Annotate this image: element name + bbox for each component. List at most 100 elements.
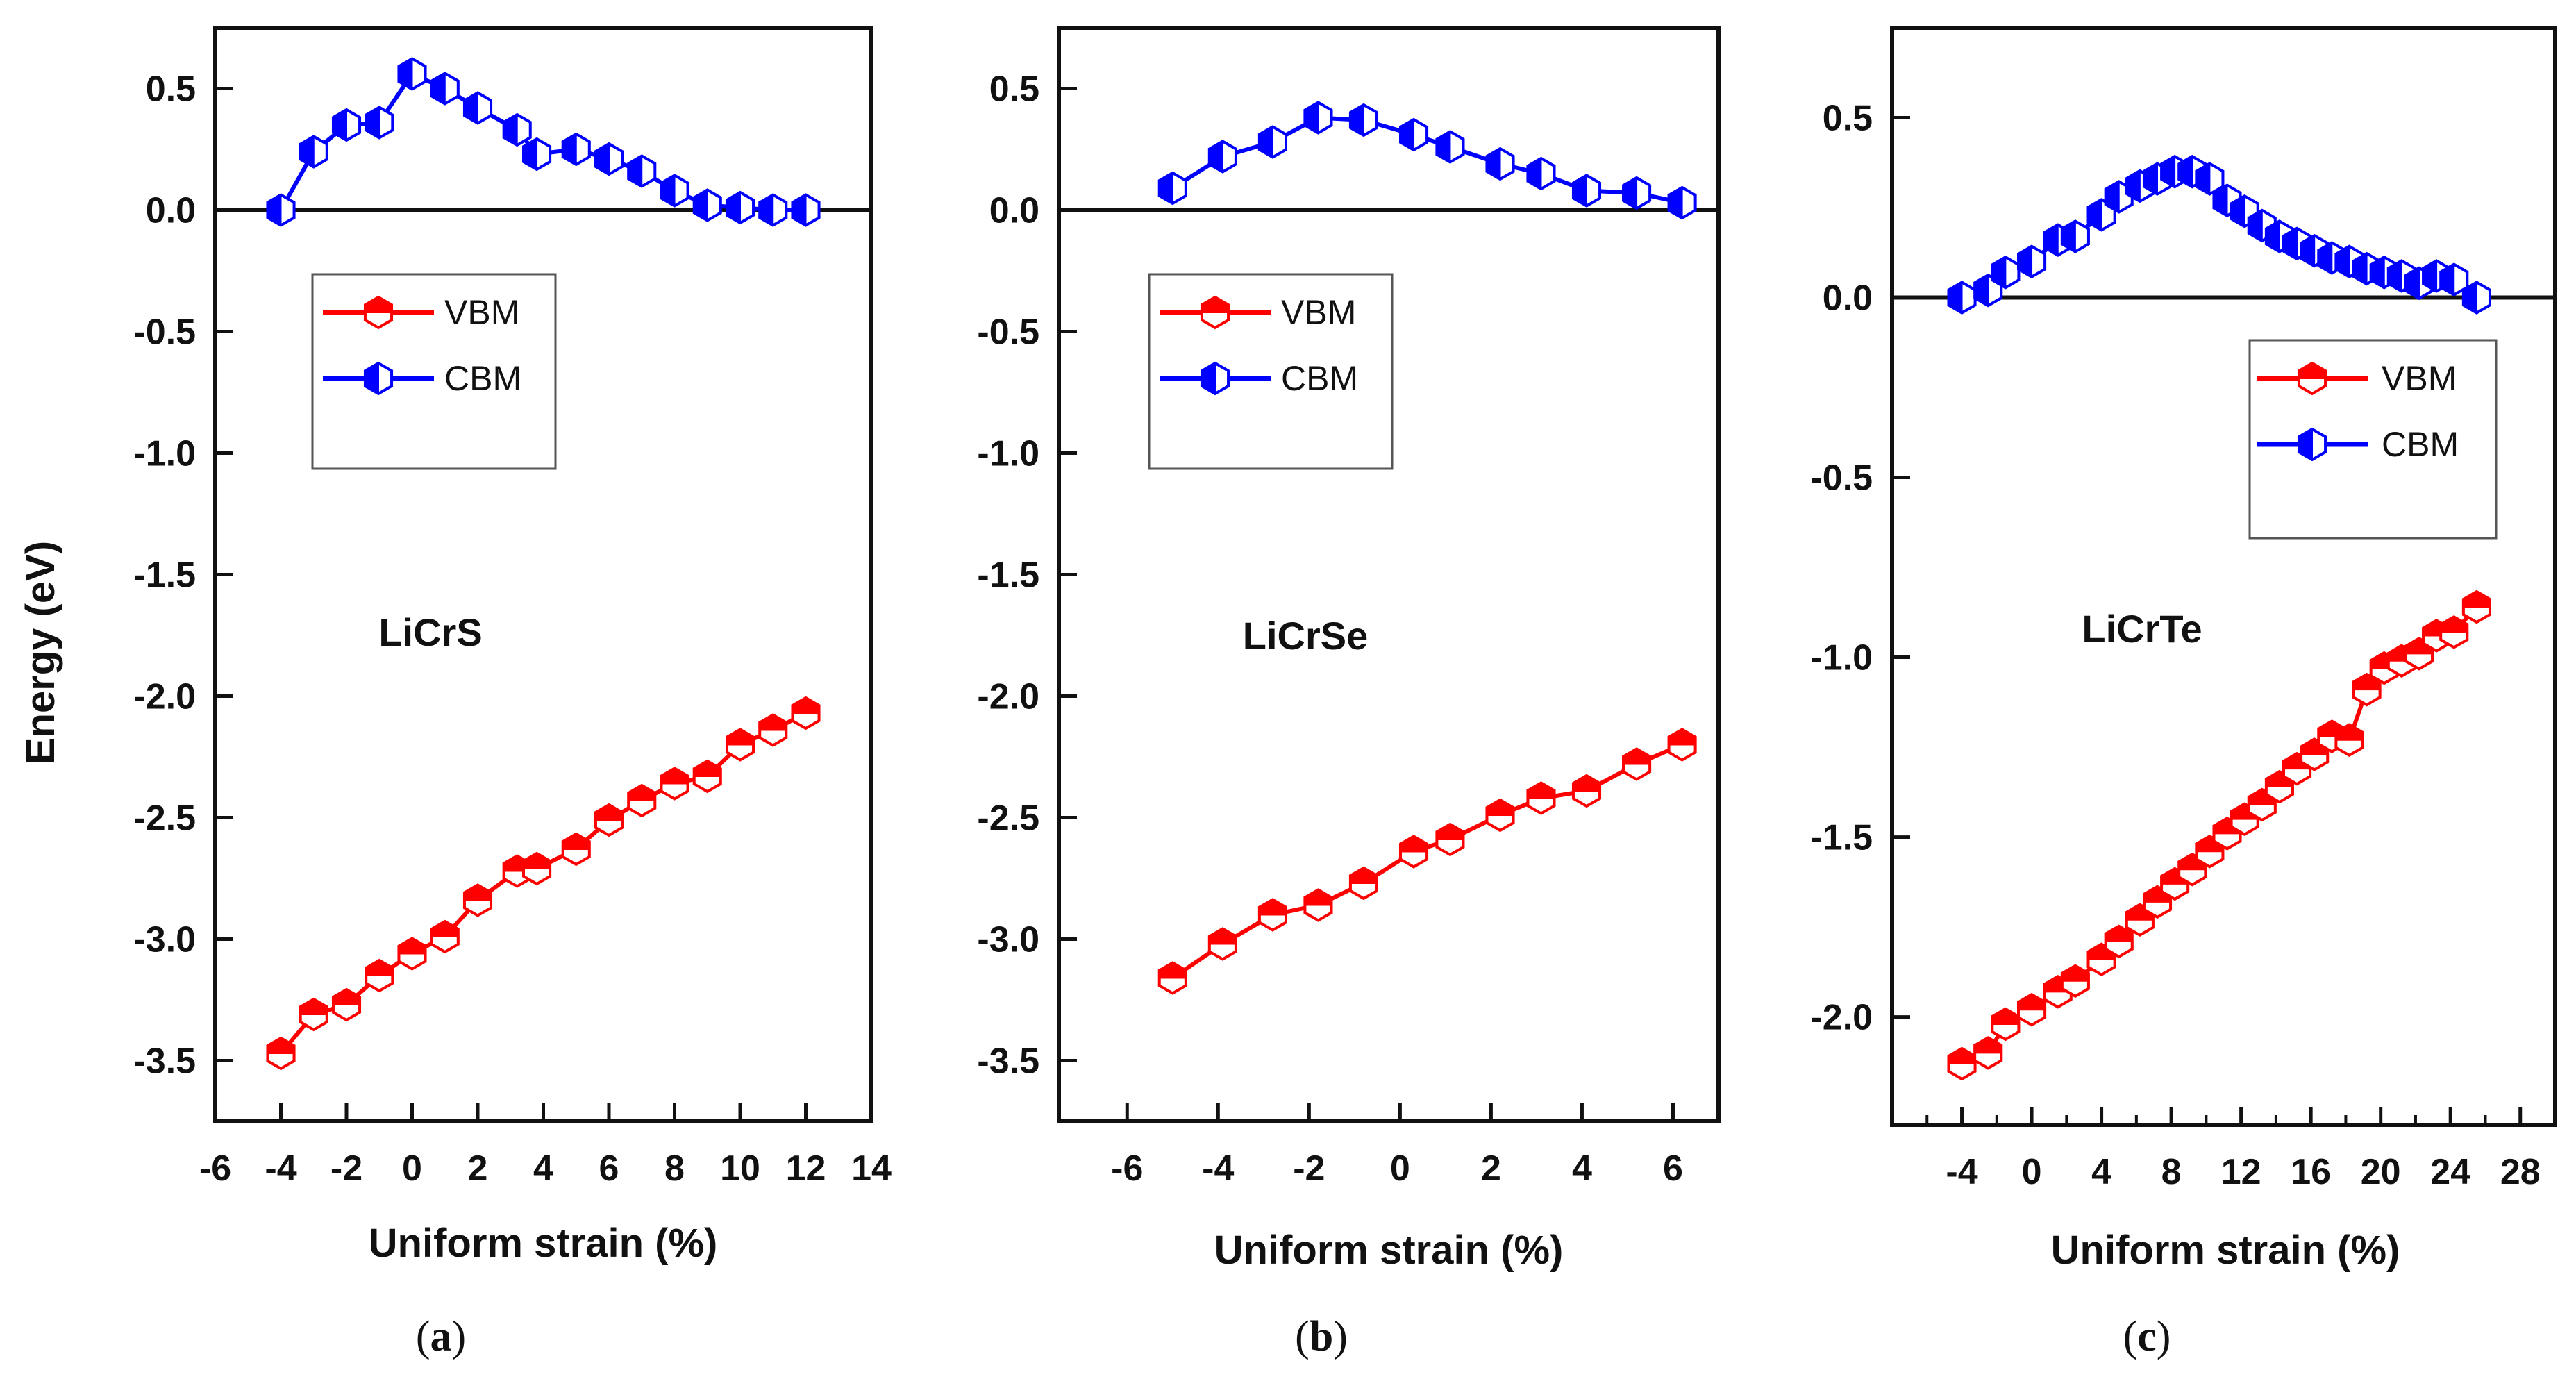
markers	[266, 57, 821, 1071]
vbm-point	[627, 783, 657, 818]
y-tick-label: -0.5	[977, 312, 1039, 353]
vbm-point	[594, 803, 624, 837]
x-tick-label: 6	[599, 1148, 619, 1189]
y-tick-label: -1.5	[977, 555, 1039, 596]
y-tick-label: 0.5	[989, 69, 1039, 110]
x-tick-label: 10	[720, 1148, 760, 1189]
panel-caption: (a)	[416, 1313, 466, 1360]
y-tick-label: -1.0	[977, 434, 1039, 474]
cbm-point	[2300, 233, 2330, 268]
vbm-point	[2060, 964, 2090, 998]
y-tick-label: -1.5	[133, 555, 196, 596]
x-tick-label: -6	[199, 1148, 231, 1189]
markers	[1157, 101, 1697, 995]
legend-vbm-marker	[1200, 295, 1230, 330]
cbm-point	[430, 72, 460, 106]
x-tick-label: 8	[2161, 1152, 2182, 1192]
vbm-point	[299, 997, 328, 1032]
cbm-point	[2439, 262, 2469, 296]
cbm-point	[627, 154, 657, 188]
y-tick-label: -0.5	[133, 312, 196, 353]
x-tick-label: 4	[2091, 1152, 2111, 1192]
cbm-legend-point	[1200, 361, 1230, 396]
cbm-point	[660, 174, 689, 208]
cbm-point	[1207, 140, 1237, 174]
vbm-point	[725, 728, 755, 762]
vbm-point	[1526, 781, 1556, 815]
ticks: -6 -4 -2 0 2 4 6 0.5 0.0 -0.5 -1.0 -1.5 -2.0 -2.5 -3.0…	[977, 69, 1683, 1189]
x-tick-label: 4	[1572, 1148, 1592, 1189]
x-tick-label: 20	[2361, 1152, 2401, 1192]
vbm-point	[1991, 1007, 2021, 1042]
cbm-point	[561, 132, 591, 167]
x-tick-label: 4	[533, 1148, 553, 1189]
cbm-point	[791, 193, 821, 227]
y-tick-label: 0.0	[146, 191, 196, 231]
cbm-point	[2461, 281, 2491, 315]
vbm-point	[1667, 728, 1697, 762]
legend-vbm-marker	[363, 295, 394, 330]
vbm-point	[2439, 615, 2469, 649]
legend-cbm-label: CBM	[1281, 359, 1358, 398]
legend: VBM CBM	[2248, 339, 2498, 540]
legend-cbm-marker	[363, 361, 394, 396]
vbm-point	[2334, 723, 2364, 758]
cbm-point	[2195, 162, 2225, 196]
vbm-point	[561, 832, 591, 867]
x-tick-label: 0	[402, 1148, 422, 1189]
vbm-legend-point	[2297, 361, 2327, 396]
y-tick-label: -0.5	[1810, 458, 1873, 499]
legend-vbm-label: VBM	[1281, 293, 1356, 332]
x-tick-label: -2	[1293, 1148, 1325, 1189]
x-tick-label: 2	[1481, 1148, 1501, 1189]
panel-caption-letter: a	[430, 1313, 452, 1360]
vbm-point	[2461, 590, 2491, 624]
cbm-point	[521, 137, 552, 172]
series-lines	[278, 71, 807, 1055]
vbm-point	[660, 767, 689, 801]
y-tick-label: -3.5	[133, 1042, 196, 1082]
cbm-point	[462, 91, 493, 125]
y-tick-label: 0.5	[146, 69, 196, 110]
legend-cbm-marker	[2297, 427, 2327, 462]
x-axis-title: Uniform strain (%)	[1214, 1228, 1564, 1273]
plot-frame	[213, 26, 873, 1123]
y-tick-label: -2.0	[1810, 998, 1873, 1038]
vbm-point	[1398, 835, 1429, 869]
cbm-point	[1435, 130, 1465, 164]
x-axis-title: Uniform strain (%)	[2051, 1228, 2400, 1273]
compound-label: LiCrSe	[1243, 614, 1369, 658]
legend: VBM CBM	[311, 273, 557, 470]
cbm-point	[502, 112, 532, 147]
y-tick-label: -2.0	[977, 677, 1039, 717]
vbm-point	[397, 937, 427, 971]
vbm-point	[1947, 1046, 1977, 1081]
plot-frame	[1890, 26, 2557, 1127]
x-tick-label: 16	[2291, 1152, 2331, 1192]
vbm-point	[1207, 927, 1237, 961]
panel-c: -4 0 4 8 12 16 20 24 28 0.5 0.0 -0.5 -1.0 -1.5 -2.0 Li…	[1810, 26, 2557, 1360]
panel-caption: (c)	[2123, 1313, 2171, 1360]
cbm-point	[1257, 125, 1287, 159]
x-tick-label: 14	[851, 1148, 892, 1189]
y-tick-label: -1.0	[1810, 638, 1873, 678]
legend-box	[1148, 273, 1394, 470]
panel-caption-letter: b	[1310, 1313, 1333, 1360]
y-tick-label: -3.5	[977, 1042, 1039, 1082]
x-tick-label: 0	[2022, 1152, 2042, 1192]
x-tick-label: 6	[1663, 1148, 1683, 1189]
x-tick-label: 2	[468, 1148, 488, 1189]
cbm-point	[1571, 174, 1602, 208]
y-tick-label: -2.5	[133, 799, 196, 839]
x-tick-label: 28	[2500, 1152, 2541, 1192]
vbm-point	[1973, 1036, 2003, 1070]
x-axis-title: Uniform strain (%)	[369, 1221, 718, 1266]
cbm-point	[1398, 117, 1429, 152]
y-tick-label: -3.0	[133, 920, 196, 960]
panel-caption-letter: c	[2137, 1313, 2157, 1360]
cbm-point	[2104, 180, 2134, 214]
cbm-point	[266, 193, 296, 227]
y-tick-label: 0.0	[989, 191, 1039, 231]
vbm-point	[2104, 924, 2134, 959]
cbm-point	[594, 142, 624, 176]
